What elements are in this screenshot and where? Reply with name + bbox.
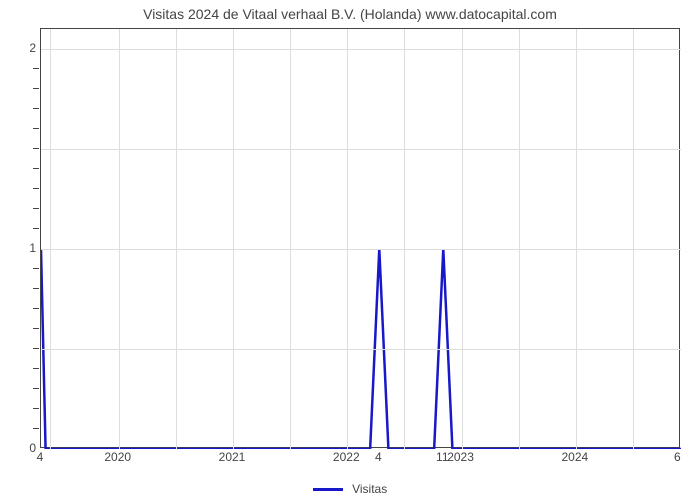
- x-tick-label: 2023: [447, 450, 474, 464]
- y-minor-tick: [33, 308, 39, 309]
- y-minor-tick: [33, 268, 39, 269]
- y-minor-tick: [33, 148, 39, 149]
- x-tick-label: 2021: [219, 450, 246, 464]
- chart-container: Visitas 2024 de Vitaal verhaal B.V. (Hol…: [0, 0, 700, 500]
- y-minor-tick: [33, 68, 39, 69]
- plot-area: [40, 28, 680, 448]
- y-minor-tick: [33, 128, 39, 129]
- vgrid: [119, 29, 120, 449]
- vgrid: [519, 29, 520, 449]
- x-tick-label: 2024: [561, 450, 588, 464]
- vgrid: [404, 29, 405, 449]
- x-tick-label: 2020: [104, 450, 131, 464]
- vgrid: [50, 29, 51, 449]
- y-tick-label: 0: [6, 441, 36, 455]
- y-minor-tick: [33, 408, 39, 409]
- hgrid: [41, 349, 681, 350]
- y-minor-tick: [33, 428, 39, 429]
- chart-title: Visitas 2024 de Vitaal verhaal B.V. (Hol…: [0, 6, 700, 22]
- legend-label: Visitas: [352, 482, 387, 496]
- value-label: 4: [375, 450, 382, 464]
- y-tick-label: 2: [6, 41, 36, 55]
- vgrid: [176, 29, 177, 449]
- hgrid: [41, 49, 681, 50]
- line-series: [41, 29, 681, 449]
- y-minor-tick: [33, 188, 39, 189]
- y-minor-tick: [33, 108, 39, 109]
- y-minor-tick: [33, 348, 39, 349]
- value-label: 11: [436, 450, 448, 464]
- vgrid: [347, 29, 348, 449]
- x-tick-label: 2022: [333, 450, 360, 464]
- y-minor-tick: [33, 368, 39, 369]
- y-tick-label: 1: [6, 241, 36, 255]
- y-minor-tick: [33, 208, 39, 209]
- y-minor-tick: [33, 168, 39, 169]
- vgrid: [633, 29, 634, 449]
- legend: Visitas: [0, 482, 700, 496]
- vgrid: [233, 29, 234, 449]
- vgrid: [462, 29, 463, 449]
- legend-swatch: [313, 488, 343, 491]
- vgrid: [290, 29, 291, 449]
- hgrid: [41, 249, 681, 250]
- vgrid: [576, 29, 577, 449]
- value-label: 6: [674, 450, 681, 464]
- y-minor-tick: [33, 88, 39, 89]
- y-minor-tick: [33, 228, 39, 229]
- y-minor-tick: [33, 328, 39, 329]
- y-minor-tick: [33, 288, 39, 289]
- y-minor-tick: [33, 388, 39, 389]
- value-label: 4: [37, 450, 44, 464]
- hgrid: [41, 149, 681, 150]
